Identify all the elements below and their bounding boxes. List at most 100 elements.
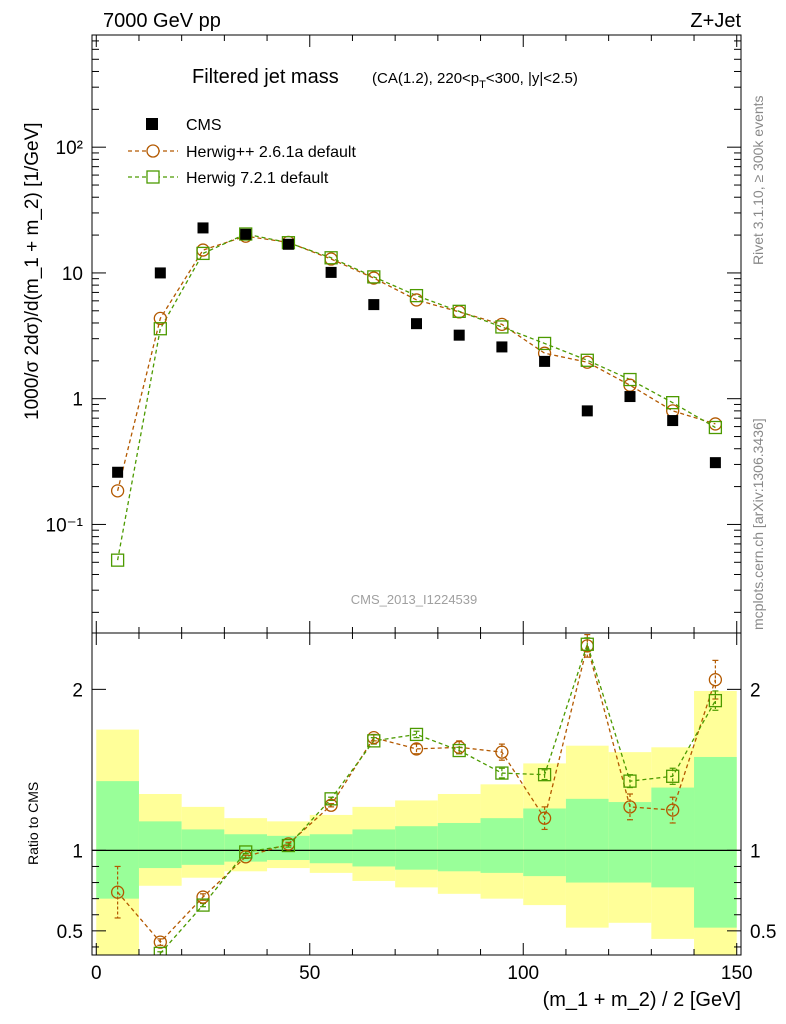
legend-label-cms: CMS: [186, 117, 222, 134]
y-axis-label-ratio: Ratio to CMS: [25, 782, 41, 865]
cms-point: [368, 299, 380, 311]
main-panel: 10⁻¹ 1 10 10² Filtered jet mass (CA(1.2), 2…: [46, 34, 742, 634]
ratio-y-tick-label-right: 0.5: [750, 922, 776, 943]
ratio-herwig7-point: [409, 727, 424, 742]
main-y-tick-label: 10⁻¹: [46, 515, 84, 536]
herwig7-point: [495, 320, 509, 334]
x-tick-label: 150: [721, 963, 753, 984]
ratio-herwigpp-point: [708, 673, 723, 687]
plot-title: Filtered jet mass: [192, 66, 339, 88]
ratio-panel: 0.5 0.5 1 1 2 2: [57, 632, 776, 984]
cms-point: [411, 318, 422, 330]
herwigpp-point: [153, 311, 167, 326]
herwig7-point: [580, 353, 594, 367]
cms-point: [624, 391, 636, 403]
header-process: Z+Jet: [690, 10, 741, 32]
ratio-uncertainty-bands: [92, 690, 741, 955]
ratio-y-tick-label-right: 2: [750, 680, 761, 701]
legend-marker-herwig7: [146, 170, 160, 184]
analysis-watermark: CMS_2013_I1224539: [351, 592, 478, 607]
ratio-frame: [91, 632, 742, 956]
cms-point: [154, 267, 166, 279]
herwig7-line: [116, 233, 716, 561]
main-axis-ticks: 10⁻¹ 1 10 10²: [46, 35, 741, 633]
ratio-herwig7-point: [580, 637, 594, 651]
plot-subtitle: (CA(1.2), 220<pT<300, |y|<2.5): [372, 70, 578, 91]
ratio-herwigpp-point: [409, 742, 424, 756]
main-y-tick-label: 10²: [56, 138, 83, 159]
x-axis-label: (m_1 + m_2) / 2 [GeV]: [543, 989, 741, 1011]
mcplots-reference-label: mcplots.cern.ch [arXiv:1306.3436]: [750, 418, 766, 630]
x-tick-label: 0: [91, 963, 102, 984]
legend-label-herwigpp: Herwig++ 2.6.1a default: [186, 144, 356, 161]
ratio-herwig7-point: [153, 946, 167, 955]
cms-point: [282, 238, 294, 250]
herwigpp-point: [110, 484, 125, 498]
x-axis-tick-labels: 0 50 100 150: [91, 963, 753, 984]
ratio-band-stat: [309, 834, 353, 864]
subtitle-part-b: <300, |y|<2.5): [486, 70, 578, 87]
cms-point: [240, 228, 252, 240]
x-tick-label: 50: [299, 963, 320, 984]
ratio-y-tick-label: 0.5: [57, 922, 83, 943]
ratio-band-stat: [138, 821, 182, 869]
herwig7-point: [452, 304, 466, 318]
ratio-herwig7-point: [708, 693, 723, 708]
cms-point: [709, 457, 721, 469]
herwig7-point: [623, 372, 637, 387]
ratio-y-tick-label-right: 1: [750, 841, 761, 862]
legend-marker-cms: [146, 118, 158, 130]
ratio-data-layer: [110, 634, 723, 984]
herwigpp-point: [196, 243, 210, 257]
ratio-herwigpp-line: [117, 645, 716, 944]
ratio-herwig7-point: [196, 898, 210, 912]
ratio-band-stat: [565, 798, 609, 883]
ratio-herwig7-point: [537, 768, 552, 782]
header-energy: 7000 GeV pp: [103, 10, 221, 32]
herwig7-point: [537, 336, 552, 351]
ratio-herwigpp-point: [623, 800, 637, 814]
herwig7-point: [196, 246, 210, 261]
ratio-herwigpp-point: [110, 885, 125, 899]
herwig7-point: [153, 322, 167, 336]
subtitle-part-a: (CA(1.2), 220<p: [372, 70, 479, 87]
herwig7-point: [367, 270, 381, 284]
ratio-herwig7-point: [112, 972, 124, 984]
ratio-y-tick-label: 2: [72, 680, 83, 701]
herwig7-point: [110, 553, 125, 567]
ratio-band-stat: [694, 756, 737, 928]
cms-point: [325, 266, 337, 278]
cms-point: [539, 355, 551, 367]
y-axis-label-main: 1000/σ 2dσ)/d(m_1 + m_2) [1/GeV]: [22, 122, 43, 420]
herwig7-point: [409, 288, 424, 303]
ratio-herwigpp-point: [666, 803, 680, 817]
ratio-herwigpp-point: [196, 890, 210, 904]
x-tick-label: 100: [507, 963, 539, 984]
ratio-herwig7-point: [666, 769, 680, 783]
cms-point: [667, 415, 679, 427]
main-data-layer: [110, 222, 723, 567]
ratio-band-stat: [395, 826, 438, 870]
cms-point: [496, 341, 508, 353]
ratio-band-stat: [437, 822, 481, 872]
cms-point: [197, 222, 209, 234]
ratio-herwig7-point: [324, 792, 338, 806]
cms-point: [112, 466, 124, 478]
ratio-herwigpp-point: [153, 935, 167, 949]
ratio-herwig7-point: [281, 838, 296, 853]
rivet-version-label: Rivet 3.1.10, ≥ 300k events: [750, 95, 766, 265]
ratio-band-stat: [352, 829, 396, 867]
herwigpp-line: [116, 235, 716, 491]
cms-point: [453, 329, 465, 341]
cms-point: [581, 405, 593, 417]
legend: CMS Herwig++ 2.6.1a default Herwig 7.2.1…: [128, 117, 356, 187]
subtitle-subscript: T: [479, 79, 486, 91]
ratio-y-tick-label: 1: [72, 841, 83, 862]
herwig7-point: [666, 396, 680, 410]
ratio-herwig7-point: [623, 774, 637, 788]
ratio-band-stat: [181, 829, 225, 865]
legend-label-herwig7: Herwig 7.2.1 default: [186, 170, 329, 187]
ratio-herwig7-line: [156, 642, 716, 955]
ratio-herwig7-point: [452, 743, 466, 758]
